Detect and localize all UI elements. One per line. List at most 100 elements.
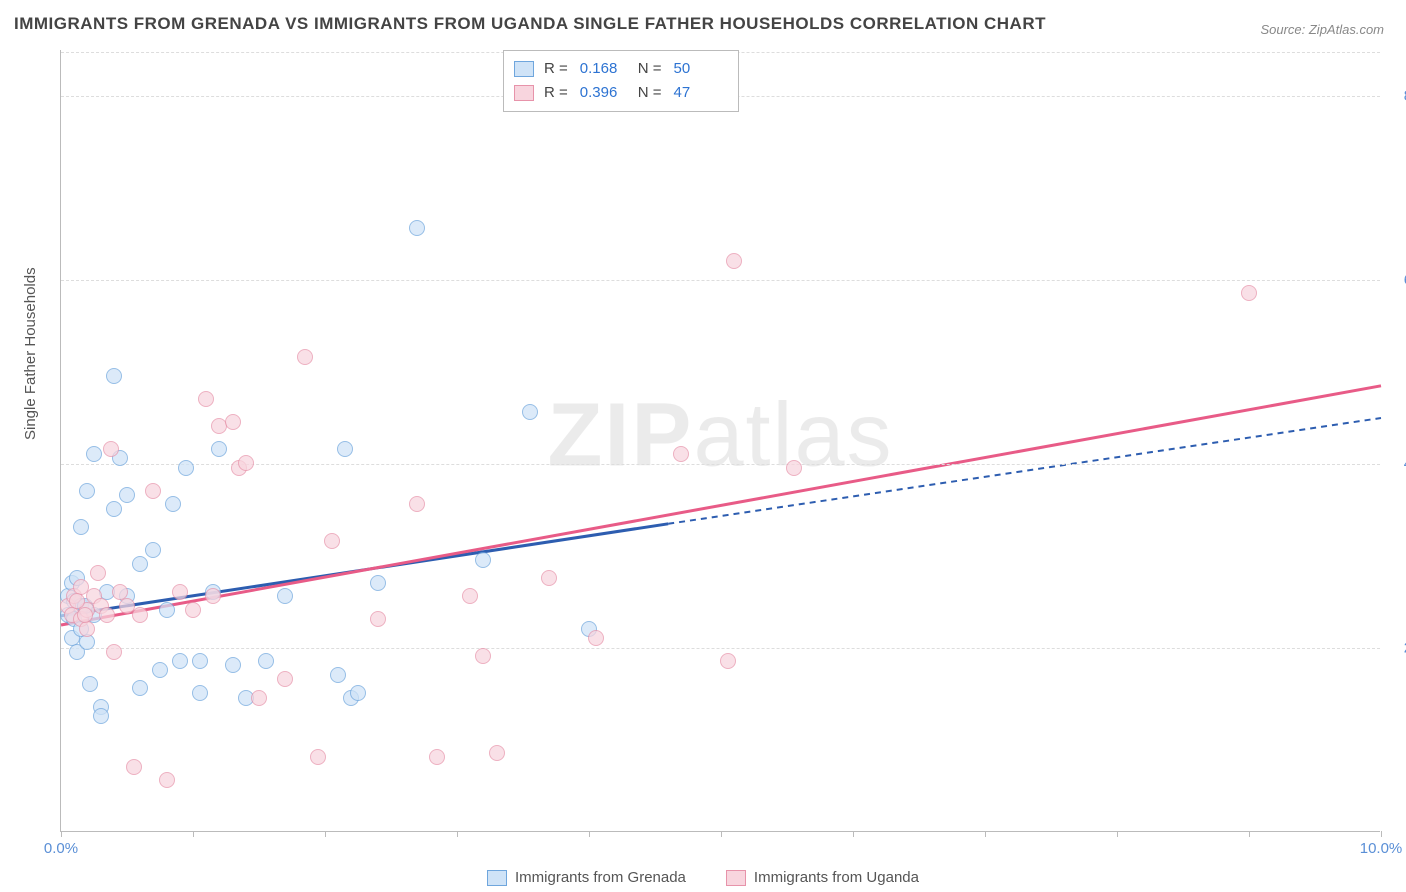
x-tick-mark: [1117, 831, 1118, 837]
data-point: [192, 685, 208, 701]
data-point: [159, 772, 175, 788]
y-tick-label: 4.0%: [1388, 456, 1406, 473]
gridline-h: [61, 280, 1380, 281]
data-point: [225, 657, 241, 673]
bottom-legend: Immigrants from Grenada Immigrants from U…: [0, 869, 1406, 886]
data-point: [277, 588, 293, 604]
data-point: [172, 653, 188, 669]
legend-swatch: [487, 870, 507, 886]
gridline-h: [61, 464, 1380, 465]
data-point: [462, 588, 478, 604]
data-point: [330, 667, 346, 683]
n-label: N =: [638, 81, 662, 105]
data-point: [786, 460, 802, 476]
legend-swatch: [514, 85, 534, 101]
r-label: R =: [544, 57, 568, 81]
data-point: [205, 588, 221, 604]
stats-legend: R =0.168N =50R =0.396N =47: [503, 50, 739, 112]
data-point: [429, 749, 445, 765]
data-point: [297, 349, 313, 365]
data-point: [126, 759, 142, 775]
x-tick-mark: [853, 831, 854, 837]
x-tick-mark: [325, 831, 326, 837]
data-point: [475, 552, 491, 568]
data-point: [106, 501, 122, 517]
data-point: [145, 542, 161, 558]
x-tick-label: 0.0%: [44, 840, 78, 857]
data-point: [178, 460, 194, 476]
data-point: [198, 391, 214, 407]
data-point: [79, 483, 95, 499]
n-value: 50: [674, 57, 722, 81]
data-point: [541, 570, 557, 586]
data-point: [409, 496, 425, 512]
x-tick-mark: [721, 831, 722, 837]
data-point: [489, 745, 505, 761]
x-tick-mark: [457, 831, 458, 837]
x-tick-mark: [1249, 831, 1250, 837]
y-tick-label: 2.0%: [1388, 640, 1406, 657]
data-point: [132, 607, 148, 623]
scatter-plot: ZIPatlas 2.0%4.0%6.0%8.0%0.0%10.0%: [60, 50, 1380, 832]
legend-label: Immigrants from Uganda: [754, 869, 919, 886]
data-point: [277, 671, 293, 687]
legend-item: Immigrants from Uganda: [726, 869, 919, 886]
data-point: [132, 556, 148, 572]
data-point: [192, 653, 208, 669]
data-point: [172, 584, 188, 600]
data-point: [225, 414, 241, 430]
data-point: [119, 487, 135, 503]
chart-title: IMMIGRANTS FROM GRENADA VS IMMIGRANTS FR…: [14, 14, 1046, 34]
data-point: [337, 441, 353, 457]
data-point: [77, 607, 93, 623]
data-point: [93, 708, 109, 724]
data-point: [211, 441, 227, 457]
data-point: [145, 483, 161, 499]
data-point: [310, 749, 326, 765]
r-label: R =: [544, 81, 568, 105]
stats-row: R =0.168N =50: [514, 57, 722, 81]
x-tick-mark: [985, 831, 986, 837]
data-point: [106, 368, 122, 384]
data-point: [475, 648, 491, 664]
data-point: [350, 685, 366, 701]
data-point: [106, 644, 122, 660]
trend-lines: [61, 50, 1380, 831]
data-point: [99, 607, 115, 623]
x-tick-label: 10.0%: [1360, 840, 1403, 857]
data-point: [79, 634, 95, 650]
data-point: [73, 519, 89, 535]
data-point: [588, 630, 604, 646]
legend-label: Immigrants from Grenada: [515, 869, 686, 886]
source-label: Source: ZipAtlas.com: [1260, 22, 1384, 37]
data-point: [720, 653, 736, 669]
data-point: [152, 662, 168, 678]
x-tick-mark: [589, 831, 590, 837]
legend-swatch: [726, 870, 746, 886]
data-point: [1241, 285, 1257, 301]
data-point: [132, 680, 148, 696]
data-point: [370, 575, 386, 591]
y-tick-label: 8.0%: [1388, 88, 1406, 105]
x-tick-mark: [193, 831, 194, 837]
data-point: [238, 455, 254, 471]
gridline-h: [61, 648, 1380, 649]
r-value: 0.168: [580, 57, 628, 81]
data-point: [370, 611, 386, 627]
data-point: [103, 441, 119, 457]
data-point: [79, 621, 95, 637]
data-point: [409, 220, 425, 236]
data-point: [185, 602, 201, 618]
data-point: [86, 446, 102, 462]
data-point: [82, 676, 98, 692]
y-axis-label: Single Father Households: [22, 267, 39, 440]
data-point: [258, 653, 274, 669]
data-point: [251, 690, 267, 706]
data-point: [673, 446, 689, 462]
y-tick-label: 6.0%: [1388, 272, 1406, 289]
r-value: 0.396: [580, 81, 628, 105]
x-tick-mark: [1381, 831, 1382, 837]
data-point: [522, 404, 538, 420]
data-point: [159, 602, 175, 618]
data-point: [165, 496, 181, 512]
